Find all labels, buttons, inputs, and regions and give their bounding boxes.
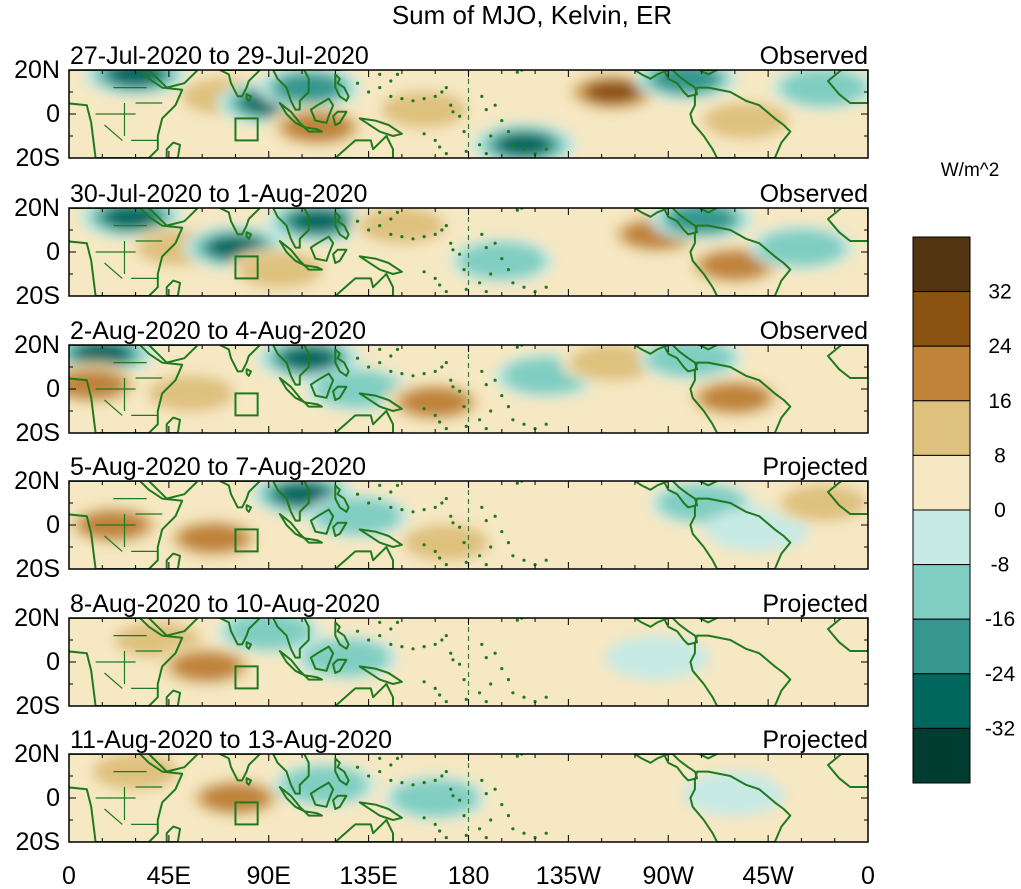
chart-title: Sum of MJO, Kelvin, ER	[392, 0, 672, 30]
panel-status: Projected	[762, 590, 868, 618]
panel-date-range: 11-Aug-2020 to 13-Aug-2020	[70, 726, 392, 754]
colorbar-tick-label: 0	[994, 499, 1006, 522]
coastlines	[69, 208, 868, 296]
colorbar-tick-label: 16	[988, 390, 1011, 413]
colorbar-tick-label: 32	[988, 281, 1011, 304]
colorbar-box	[912, 618, 971, 675]
panel-date-range: 5-Aug-2020 to 7-Aug-2020	[70, 453, 366, 481]
colorbar-box	[912, 509, 971, 566]
colorbar-tick-label: -8	[991, 554, 1010, 577]
colorbar-tick-label: -32	[985, 717, 1015, 740]
colorbar-box	[912, 564, 971, 620]
y-tick-label: 20N	[14, 604, 60, 632]
colorbar-box	[912, 345, 971, 402]
x-tick-label: 45W	[742, 862, 794, 889]
panel-date-range: 8-Aug-2020 to 10-Aug-2020	[70, 590, 380, 618]
colorbar-box	[912, 673, 971, 729]
colorbar-units: W/m^2	[941, 160, 1000, 181]
colorbar-tick-label: 24	[988, 335, 1012, 358]
colorbar-box	[912, 454, 971, 511]
colorbar-tick-label: -16	[985, 608, 1015, 631]
coastlines	[69, 754, 868, 842]
x-tick-label: 180	[448, 862, 490, 889]
panel-6: 20N 0 20S 11-Aug-2020 to 13-Aug-2020 Project…	[14, 726, 869, 856]
x-axis: 0 45E 90E 135E 180 135W 90W 45W 0	[62, 862, 875, 889]
y-tick-label: 20S	[16, 692, 60, 720]
coastlines	[69, 70, 868, 158]
y-tick-label: 20S	[16, 144, 60, 172]
colorbar-box	[912, 400, 971, 456]
y-tick-label: 20N	[14, 740, 60, 768]
colorbar-box	[912, 236, 971, 293]
colorbar-tick-label: 8	[994, 444, 1006, 467]
panel-status: Observed	[760, 317, 868, 345]
coastlines	[69, 345, 868, 433]
y-tick-label: 20S	[16, 828, 60, 856]
x-tick-label: 90E	[247, 862, 291, 889]
y-tick-label: 20N	[14, 467, 60, 495]
y-tick-label: 20S	[16, 555, 60, 583]
panel-date-range: 2-Aug-2020 to 4-Aug-2020	[70, 317, 366, 345]
panel-date-range: 27-Jul-2020 to 29-Jul-2020	[70, 42, 369, 70]
panel-5: 20N 0 20S 8-Aug-2020 to 10-Aug-2020 Projecte…	[14, 590, 869, 720]
y-tick-label: 20N	[14, 331, 60, 359]
panel-4: 20N 0 20S 5-Aug-2020 to 7-Aug-2020 Projected	[14, 453, 869, 583]
colorbar-box	[912, 727, 971, 784]
x-tick-label: 45E	[147, 862, 191, 889]
panel-3: 20N 0 20S 2-Aug-2020 to 4-Aug-2020 Observed	[14, 317, 869, 447]
x-tick-label: 90W	[643, 862, 695, 889]
y-tick-label: 0	[46, 100, 60, 128]
y-tick-label: 0	[46, 648, 60, 676]
x-tick-label: 135W	[536, 862, 602, 889]
panel-1: 20N 0 20S 27-Jul-2020 to 29-Jul-2020 Observe…	[14, 42, 869, 172]
y-tick-label: 0	[46, 375, 60, 403]
panel-status: Projected	[762, 726, 868, 754]
coastlines	[69, 481, 868, 569]
x-tick-label: 135E	[339, 862, 397, 889]
y-tick-label: 0	[46, 238, 60, 266]
panels: 20N 0 20S 27-Jul-2020 to 29-Jul-2020 Observe…	[14, 42, 869, 856]
x-tick-label: 0	[861, 862, 875, 889]
y-tick-label: 0	[46, 784, 60, 812]
colorbar: W/m^2 32 24 16 8 0 -8 -16 -24 -32	[912, 160, 1016, 784]
panel-date-range: 30-Jul-2020 to 1-Aug-2020	[70, 180, 367, 208]
coastlines	[69, 618, 868, 706]
panel-2: 20N 0 20S 30-Jul-2020 to 1-Aug-2020 Observed	[14, 180, 869, 310]
panel-status: Observed	[760, 42, 868, 70]
y-tick-label: 20S	[16, 419, 60, 447]
y-tick-label: 0	[46, 511, 60, 539]
y-tick-label: 20S	[16, 282, 60, 310]
x-tick-label: 0	[62, 862, 76, 889]
colorbar-tick-label: -24	[985, 663, 1016, 686]
colorbar-box	[912, 291, 971, 347]
y-tick-label: 20N	[14, 194, 60, 222]
panel-status: Observed	[760, 180, 868, 208]
y-tick-label: 20N	[14, 56, 60, 84]
panel-status: Projected	[762, 453, 868, 481]
